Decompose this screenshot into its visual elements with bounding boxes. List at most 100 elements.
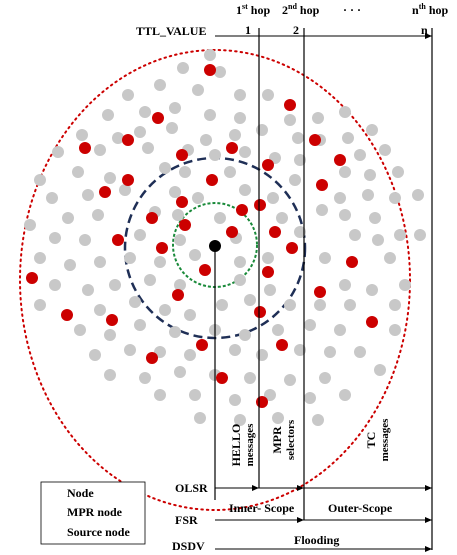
node <box>169 102 181 114</box>
node <box>264 284 276 296</box>
node <box>122 89 134 101</box>
node <box>289 174 301 186</box>
node <box>267 192 279 204</box>
node <box>339 209 351 221</box>
node <box>399 279 411 291</box>
node <box>159 162 171 174</box>
mpr-node <box>146 352 158 364</box>
mpr-node <box>236 204 248 216</box>
node <box>362 189 374 201</box>
node <box>214 66 226 78</box>
legend-mpr-label: MPR node <box>67 505 123 519</box>
node <box>62 212 74 224</box>
mpr-node <box>204 64 216 76</box>
node <box>272 324 284 336</box>
mpr-node <box>152 112 164 124</box>
node <box>244 372 256 384</box>
mpr-node <box>276 339 288 351</box>
node <box>184 349 196 361</box>
node <box>262 89 274 101</box>
outer-scope-label: Outer-Scope <box>328 501 393 515</box>
node <box>389 299 401 311</box>
dsdv-arrow-end <box>425 546 432 552</box>
node <box>174 366 186 378</box>
node <box>349 229 361 241</box>
node <box>174 234 186 246</box>
node <box>339 166 351 178</box>
node <box>144 274 156 286</box>
node <box>46 192 58 204</box>
node <box>124 344 136 356</box>
ttl-value-2: 2 <box>293 23 299 37</box>
node <box>312 112 324 124</box>
mpr-node <box>196 339 208 351</box>
node <box>74 324 86 336</box>
fsr-label: FSR <box>175 513 198 527</box>
node <box>159 304 171 316</box>
node <box>319 252 331 264</box>
mpr-node <box>146 212 158 224</box>
fsr-arrow-mid <box>297 517 304 523</box>
node <box>49 232 61 244</box>
node <box>284 374 296 386</box>
node <box>414 229 426 241</box>
node <box>366 284 378 296</box>
node <box>119 184 131 196</box>
inner-scope-label: Inner- Scope <box>229 501 295 515</box>
mpr-node <box>284 99 296 111</box>
node <box>324 346 336 358</box>
node <box>64 259 76 271</box>
node <box>284 299 296 311</box>
node <box>216 299 228 311</box>
node <box>272 412 284 424</box>
mpr-node <box>172 289 184 301</box>
mpr-node <box>179 219 191 231</box>
node <box>139 372 151 384</box>
mpr-node <box>262 266 274 278</box>
node <box>392 166 404 178</box>
node <box>82 284 94 296</box>
node <box>169 186 181 198</box>
node <box>294 344 306 356</box>
mpr-node <box>262 159 274 171</box>
node <box>234 274 246 286</box>
ttl-value-1: 1 <box>245 23 251 37</box>
olsr-label: OLSR <box>175 481 208 495</box>
svg-text:messages: messages <box>379 418 391 461</box>
mpr-node <box>106 314 118 326</box>
svg-text:HELLO: HELLO <box>229 424 243 467</box>
olsr-arrow-end <box>425 485 432 491</box>
mpr-selectors-label: MPR selectors <box>270 419 297 460</box>
node <box>166 122 178 134</box>
mpr-node <box>199 264 211 276</box>
olsr-arrow-hop2 <box>297 485 304 491</box>
node <box>139 106 151 118</box>
outer-scope-circle <box>19 49 411 511</box>
node <box>339 389 351 401</box>
node <box>294 154 306 166</box>
node <box>34 174 46 186</box>
ttl-arrowhead <box>425 33 432 39</box>
node <box>209 149 221 161</box>
node <box>52 146 64 158</box>
node <box>134 229 146 241</box>
legend-source-label: Source node <box>67 525 130 539</box>
second-hop-label: 2nd hop <box>282 2 320 17</box>
node <box>354 346 366 358</box>
node <box>314 299 326 311</box>
node <box>389 192 401 204</box>
node <box>192 192 204 204</box>
svg-text:messages: messages <box>244 423 256 466</box>
node <box>234 89 246 101</box>
mpr-node <box>226 226 238 238</box>
node <box>104 369 116 381</box>
mpr-node <box>206 174 218 186</box>
node <box>174 279 186 291</box>
node <box>334 192 346 204</box>
svg-text:MPR: MPR <box>270 426 284 454</box>
node <box>134 319 146 331</box>
legend-node-label: Node <box>67 486 94 500</box>
node <box>256 124 268 136</box>
node <box>256 349 268 361</box>
node <box>384 252 396 264</box>
